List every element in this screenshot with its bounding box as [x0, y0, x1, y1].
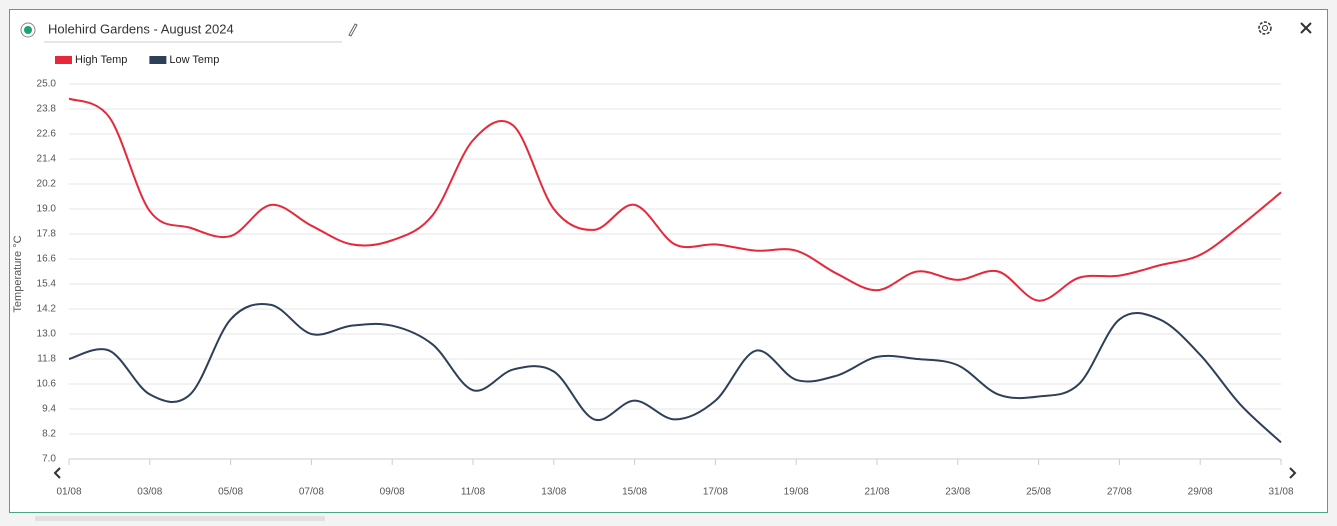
y-tick-label: 11.8 [37, 354, 56, 365]
y-tick-label: 25.0 [37, 79, 57, 90]
series-line [68, 97, 1282, 302]
y-tick-label: 20.2 [37, 179, 57, 190]
x-tick-label: 29/08 [1188, 487, 1213, 498]
x-tick-label: 17/08 [703, 487, 728, 498]
radio-dot [24, 26, 32, 34]
x-tick-label: 05/08 [218, 487, 243, 498]
x-tick-label: 09/08 [380, 487, 405, 498]
x-tick-label: 11/08 [461, 487, 486, 498]
y-tick-label: 22.6 [37, 129, 57, 140]
y-tick-label: 9.4 [42, 404, 56, 415]
y-tick-label: 13.0 [37, 329, 57, 340]
y-tick-label: 16.6 [37, 254, 57, 265]
scrollbar[interactable] [35, 516, 325, 521]
panel [9, 9, 1328, 513]
y-tick-label: 21.4 [37, 154, 57, 165]
next-arrow[interactable] [1289, 467, 1297, 479]
y-tick-label: 15.4 [37, 279, 57, 290]
x-tick-label: 21/08 [864, 487, 889, 498]
y-tick-label: 14.2 [37, 304, 57, 315]
x-tick-label: 15/08 [622, 487, 647, 498]
settings-icon[interactable] [1258, 21, 1272, 35]
y-axis-label: Temperature °C [12, 235, 24, 312]
y-tick-label: 23.8 [37, 104, 57, 115]
x-tick-label: 07/08 [299, 487, 324, 498]
y-tick-label: 17.8 [37, 229, 57, 240]
close-icon[interactable] [1300, 22, 1312, 34]
x-tick-label: 03/08 [137, 487, 162, 498]
x-tick-label: 25/08 [1026, 487, 1051, 498]
x-tick-label: 19/08 [784, 487, 809, 498]
y-tick-label: 8.2 [42, 429, 56, 440]
x-tick-label: 27/08 [1107, 487, 1132, 498]
prev-arrow[interactable] [53, 467, 61, 479]
x-tick-label: 31/08 [1268, 487, 1293, 498]
x-tick-label: 01/08 [56, 487, 81, 498]
edit-icon[interactable] [348, 23, 358, 37]
x-tick-label: 13/08 [541, 487, 566, 498]
legend-swatch [55, 56, 72, 64]
legend-label[interactable]: High Temp [75, 54, 127, 66]
series-line [68, 302, 1282, 444]
x-tick-label: 23/08 [945, 487, 970, 498]
y-tick-label: 10.6 [37, 379, 57, 390]
widget-title[interactable]: Holehird Gardens - August 2024 [48, 21, 234, 36]
legend-swatch [149, 56, 167, 64]
y-tick-label: 19.0 [37, 204, 57, 215]
y-tick-label: 7.0 [42, 454, 56, 465]
legend-label[interactable]: Low Temp [169, 54, 219, 66]
